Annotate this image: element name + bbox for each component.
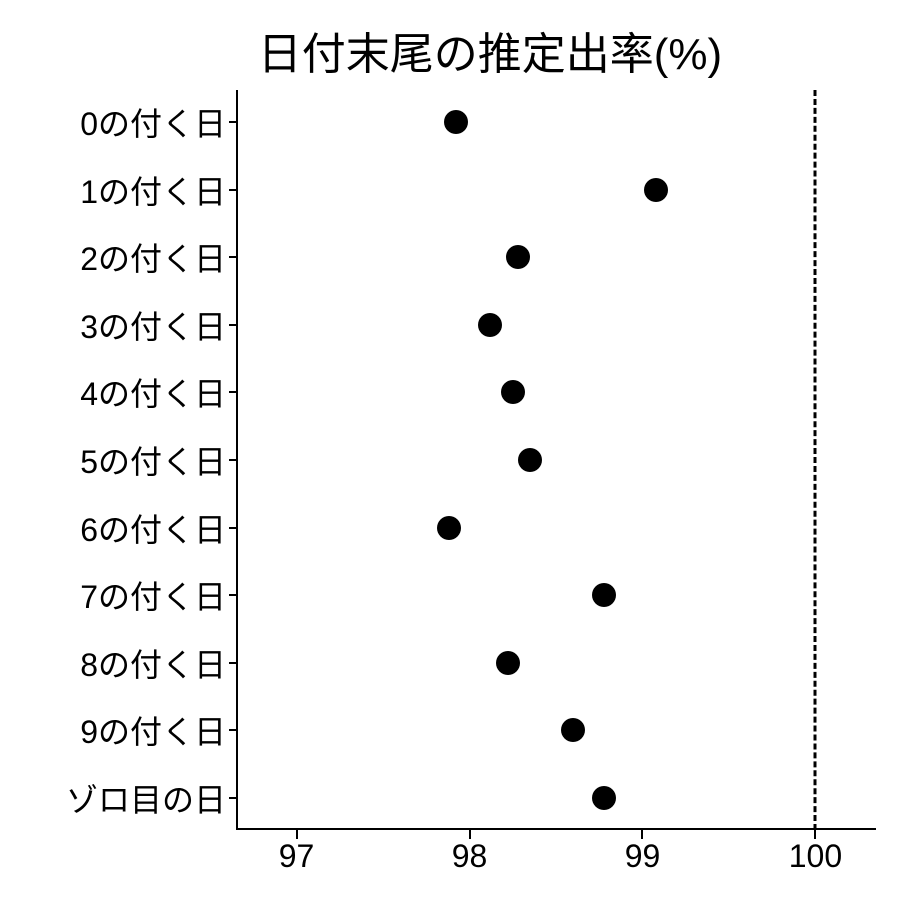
data-point [561, 718, 585, 742]
y-tick-mark [229, 662, 238, 664]
y-tick-label: 5の付く日 [80, 437, 226, 483]
data-point [501, 380, 525, 404]
data-point [592, 583, 616, 607]
data-point [592, 786, 616, 810]
x-tick-mark [469, 830, 471, 839]
x-tick-label: 100 [789, 838, 842, 875]
x-tick-label: 99 [625, 838, 661, 875]
y-tick-label: 3の付く日 [80, 302, 226, 348]
x-tick-label: 97 [279, 838, 315, 875]
reference-line [814, 90, 817, 830]
y-tick-label: 8の付く日 [80, 640, 226, 686]
y-tick-label: 2の付く日 [80, 234, 226, 280]
y-tick-label: 0の付く日 [80, 99, 226, 145]
x-tick-mark [814, 830, 816, 839]
y-tick-mark [229, 256, 238, 258]
data-point [644, 178, 668, 202]
x-tick-label: 98 [452, 838, 488, 875]
y-tick-label: 4の付く日 [80, 369, 226, 415]
plot-area [236, 90, 876, 830]
data-point [506, 245, 530, 269]
data-point [437, 516, 461, 540]
y-tick-label: 6の付く日 [80, 505, 226, 551]
y-tick-mark [229, 189, 238, 191]
y-tick-label: 1の付く日 [80, 167, 226, 213]
data-point [518, 448, 542, 472]
y-tick-mark [229, 459, 238, 461]
chart-container: 日付末尾の推定出率(%) 0の付く日 1の付く日 2の付く日 3の付く日 4の付く日 5の… [0, 0, 900, 900]
chart-title: 日付末尾の推定出率(%) [258, 18, 722, 82]
data-point [444, 110, 468, 134]
data-point [496, 651, 520, 675]
y-tick-label: 7の付く日 [80, 572, 226, 618]
y-tick-mark [229, 527, 238, 529]
y-tick-label: ゾロ目の日 [66, 775, 226, 821]
x-tick-mark [296, 830, 298, 839]
y-tick-label: 9の付く日 [80, 707, 226, 753]
y-tick-mark [229, 594, 238, 596]
y-tick-mark [229, 391, 238, 393]
x-tick-mark [641, 830, 643, 839]
y-tick-mark [229, 121, 238, 123]
y-tick-mark [229, 324, 238, 326]
data-point [478, 313, 502, 337]
y-tick-mark [229, 797, 238, 799]
y-tick-mark [229, 729, 238, 731]
